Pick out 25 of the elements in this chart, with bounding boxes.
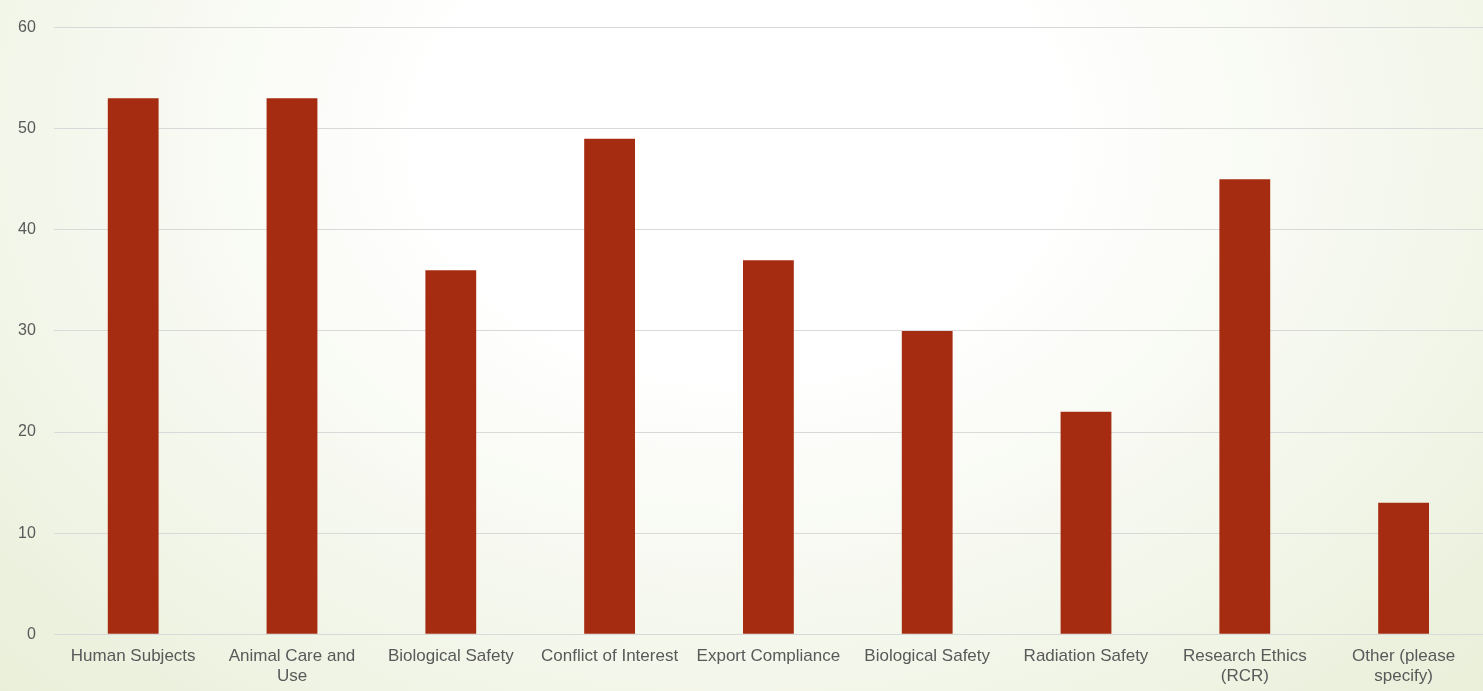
bar [584, 138, 636, 634]
y-tick-label: 10 [18, 523, 36, 541]
y-tick-label: 60 [18, 18, 36, 36]
x-tick-label: Radiation Safety [1023, 646, 1149, 666]
y-tick-label: 40 [18, 220, 36, 238]
x-tick-label: Biological Safety [387, 646, 515, 666]
bar [425, 270, 477, 634]
bar [107, 98, 159, 634]
y-tick-label: 20 [18, 422, 36, 440]
x-tick-label: Export Compliance [696, 646, 841, 666]
x-tick-label: Research Ethics (RCR) [1182, 646, 1307, 686]
y-tick-label: 30 [18, 321, 36, 339]
x-tick-label: Conflict of Interest [541, 646, 679, 666]
y-tick-label: 50 [18, 119, 36, 137]
bar [1060, 411, 1112, 634]
bar [901, 330, 953, 634]
y-tick-label: 0 [26, 624, 36, 642]
x-tick-label: Animal Care and Use [228, 646, 356, 686]
x-tick-label: Other (please specify) [1352, 646, 1456, 686]
bar [742, 260, 794, 634]
bar [266, 98, 318, 634]
x-tick-label: Biological Safety [864, 646, 991, 666]
bar [1219, 179, 1271, 634]
x-tick-label: Human Subjects [70, 646, 196, 666]
bar [1378, 502, 1430, 634]
